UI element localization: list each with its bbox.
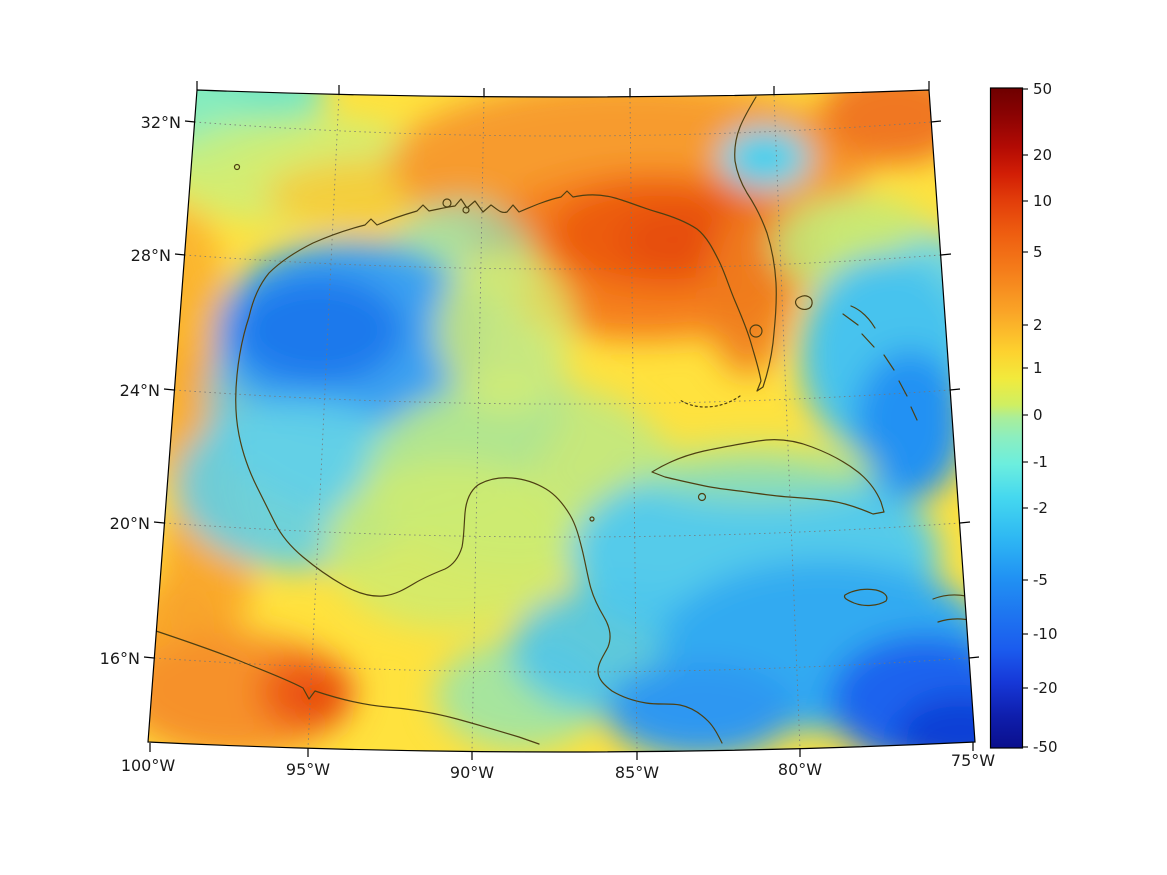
tick-left-16n xyxy=(143,656,155,659)
parallel-24n xyxy=(174,389,951,405)
lon-axis-labels: 100°W 95°W 90°W 85°W 80°W 75°W xyxy=(121,751,995,782)
lat-tick-label: 28°N xyxy=(131,246,171,265)
tick-left-32n xyxy=(184,120,196,123)
small-lake xyxy=(462,206,470,214)
lat-tick-label: 32°N xyxy=(141,113,181,132)
colorbar-tick-label: -1 xyxy=(1033,453,1048,471)
tick-right-32n xyxy=(930,120,942,123)
colorbar-tick-label: -50 xyxy=(1033,738,1058,756)
colorbar-tick-label: 50 xyxy=(1033,80,1052,98)
colorbar-tick-label: 5 xyxy=(1033,243,1043,261)
tick-right-16n xyxy=(968,656,980,659)
small-island xyxy=(233,163,241,171)
colorbar-ticks xyxy=(1022,88,1028,748)
colorbar-tick-label: 2 xyxy=(1033,316,1043,334)
tick-right-20n xyxy=(959,521,971,524)
lon-tick-label: 100°W xyxy=(121,756,176,775)
parallel-32n xyxy=(194,121,932,137)
florida-keys xyxy=(679,395,741,408)
tick-left-24n xyxy=(163,388,175,391)
graticule xyxy=(154,93,970,753)
lon-tick-label: 80°W xyxy=(778,760,822,779)
us-gulf-atlantic-coastline xyxy=(248,96,777,392)
colorbar-gradient xyxy=(989,87,1024,749)
meridian-90w xyxy=(471,96,485,752)
colorbar: 50 20 10 5 2 1 0 -1 -2 -5 -10 -20 -50 xyxy=(989,80,1058,756)
meridian-85w xyxy=(629,96,638,753)
colorbar-tick-label: 20 xyxy=(1033,146,1052,164)
colorbar-tick-label: -2 xyxy=(1033,499,1048,517)
coastlines xyxy=(149,96,975,745)
lon-tick-label: 95°W xyxy=(286,760,330,779)
lake-pontchartrain xyxy=(442,198,452,208)
colorbar-tick-label: 10 xyxy=(1033,192,1052,210)
lat-tick-label: 24°N xyxy=(120,381,160,400)
cuba-coastline xyxy=(651,439,885,515)
colorbar-tick-label: 0 xyxy=(1033,406,1043,424)
axis-ticks xyxy=(143,81,980,760)
jamaica-coastline xyxy=(843,588,888,607)
lake-okeechobee xyxy=(749,324,763,338)
lon-tick-label: 90°W xyxy=(450,763,494,782)
tick-left-28n xyxy=(174,253,186,256)
tick-right-24n xyxy=(949,388,961,391)
cozumel-island xyxy=(589,516,595,522)
colorbar-tick-label: -5 xyxy=(1033,571,1048,589)
lon-tick-label: 75°W xyxy=(951,751,995,770)
lat-tick-label: 16°N xyxy=(100,649,140,668)
tick-left-20n xyxy=(153,521,165,524)
tick-right-28n xyxy=(940,253,952,256)
colorbar-labels: 50 20 10 5 2 1 0 -1 -2 -5 -10 -20 -50 xyxy=(1033,80,1058,756)
colorbar-tick-label: 1 xyxy=(1033,359,1043,377)
lon-tick-label: 85°W xyxy=(615,763,659,782)
colorbar-tick-label: -10 xyxy=(1033,625,1058,643)
colorbar-tick-label: -20 xyxy=(1033,679,1058,697)
isle-of-youth xyxy=(697,492,707,502)
pacific-central-america-coastline xyxy=(149,628,540,745)
map-frame xyxy=(147,89,976,753)
mexico-yucatan-coastline xyxy=(235,316,723,744)
lat-axis-labels: 32°N 28°N 24°N 20°N 16°N xyxy=(100,113,181,668)
meridian-80w xyxy=(773,94,801,750)
field-paint-layer xyxy=(148,90,975,752)
meridian-95w xyxy=(307,93,340,749)
lat-tick-label: 20°N xyxy=(110,514,150,533)
map-field xyxy=(148,90,975,752)
bahamas-islands xyxy=(794,295,918,421)
